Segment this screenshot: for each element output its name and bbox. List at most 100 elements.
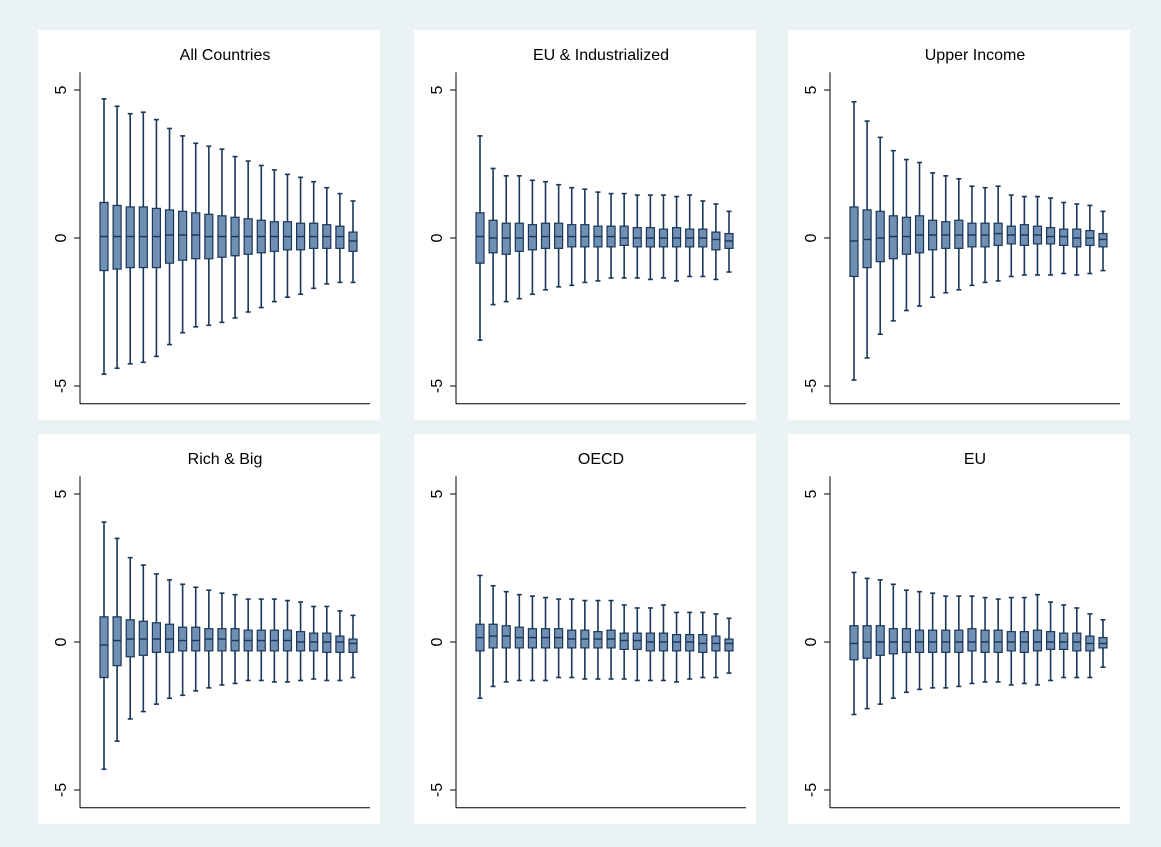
box [178, 210, 188, 261]
box [1098, 636, 1108, 649]
box [204, 628, 214, 652]
y-tick-label: 0 [429, 233, 446, 242]
box [724, 638, 734, 652]
y-tick-label: 0 [53, 637, 70, 646]
box [580, 224, 590, 248]
box [980, 629, 990, 653]
box [112, 616, 122, 667]
box [501, 625, 511, 649]
box [1059, 228, 1069, 246]
box [1032, 629, 1043, 652]
panel-title: Upper Income [925, 47, 1026, 64]
box [151, 622, 162, 653]
y-tick-label: -5 [429, 783, 446, 797]
box [875, 210, 885, 263]
panel: EU -5 0 5 [788, 434, 1130, 824]
box [514, 222, 524, 252]
box [928, 629, 938, 653]
y-tick-label: 0 [803, 233, 820, 242]
box [309, 222, 319, 249]
panel: OECD -5 0 5 [414, 434, 756, 824]
box [914, 215, 925, 254]
y-tick-label: 5 [803, 85, 820, 94]
box [888, 628, 898, 655]
box [295, 631, 306, 652]
box [151, 207, 162, 269]
box [138, 206, 148, 269]
y-tick-label: -5 [803, 783, 820, 797]
box [1098, 232, 1108, 248]
y-tick-label: 5 [429, 489, 446, 498]
box [322, 632, 332, 653]
box [99, 616, 109, 679]
panel: Rich & Big -5 0 5 [38, 434, 380, 824]
y-tick-label: 5 [429, 85, 446, 94]
box [941, 629, 951, 653]
box [632, 632, 642, 650]
box [475, 212, 485, 264]
panel-title: EU & Industrialized [533, 47, 669, 64]
box [993, 629, 1003, 653]
box [593, 631, 603, 649]
y-tick-label: 5 [53, 85, 70, 94]
panel: EU & Industrialized -5 0 5 [414, 30, 756, 420]
box [954, 219, 964, 249]
panel-title: All Countries [180, 47, 271, 64]
box [901, 216, 912, 255]
panel: Upper Income -5 0 5 [788, 30, 1130, 420]
box [527, 628, 538, 649]
box [954, 629, 964, 653]
box [335, 635, 345, 653]
box [849, 625, 859, 661]
box [348, 231, 358, 252]
panel-title: Rich & Big [188, 451, 263, 468]
box [540, 628, 551, 649]
box [671, 227, 682, 248]
box [619, 632, 629, 650]
box [619, 225, 629, 247]
box [1045, 227, 1056, 245]
box [711, 231, 721, 251]
box [901, 628, 912, 653]
box [488, 219, 498, 254]
box [125, 619, 135, 658]
box [849, 206, 859, 278]
y-tick-label: -5 [53, 379, 70, 393]
box [967, 628, 977, 652]
box [1045, 631, 1056, 651]
box [164, 209, 175, 264]
box [554, 628, 564, 649]
box [217, 628, 227, 652]
box [282, 221, 293, 251]
box [888, 215, 898, 260]
box [567, 224, 577, 248]
box [348, 638, 358, 653]
box [138, 620, 148, 656]
box [685, 633, 695, 652]
y-tick-label: 5 [53, 489, 70, 498]
y-tick-label: 0 [803, 637, 820, 646]
box [993, 222, 1003, 246]
box [230, 628, 240, 652]
box [554, 222, 564, 249]
box [645, 227, 655, 248]
box [112, 204, 122, 270]
y-tick-label: -5 [803, 379, 820, 393]
panel: All Countries -5 0 5 [38, 30, 380, 420]
y-tick-label: 0 [53, 233, 70, 242]
box [1006, 631, 1016, 652]
box [335, 225, 345, 249]
box [178, 626, 188, 652]
box [164, 623, 175, 653]
box [671, 633, 682, 652]
box [125, 206, 135, 269]
box [501, 222, 511, 255]
y-tick-label: -5 [53, 783, 70, 797]
box [875, 625, 885, 656]
box [632, 227, 642, 248]
box [1059, 632, 1069, 650]
panel-title: OECD [578, 451, 624, 468]
y-tick-label: 5 [803, 489, 820, 498]
box [540, 222, 551, 249]
